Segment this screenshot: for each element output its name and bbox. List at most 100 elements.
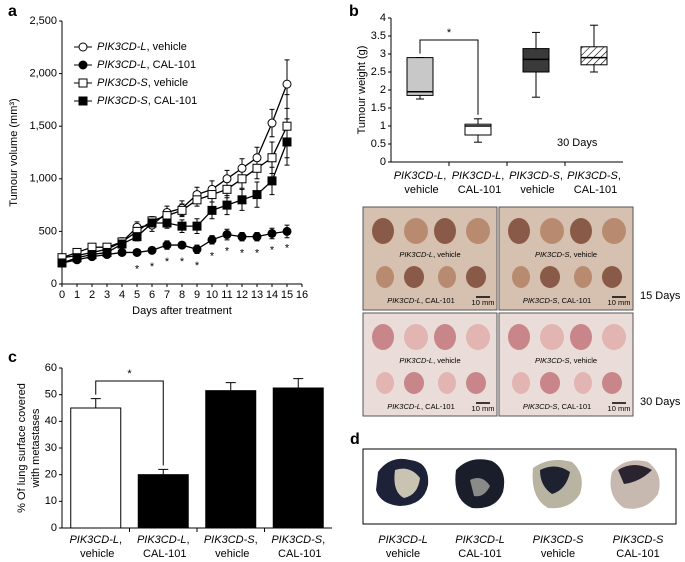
lung (470, 478, 490, 497)
marker (162, 211, 172, 221)
error-bar (90, 398, 101, 408)
marker (147, 218, 157, 228)
y-tick-label: 3 (380, 48, 386, 60)
significance: * (210, 251, 215, 263)
box (580, 46, 608, 66)
marker (132, 247, 142, 257)
x-tick-label: 13 (251, 289, 263, 301)
marker (207, 205, 217, 215)
marker (237, 163, 247, 173)
y-tick-label: 3.5 (371, 30, 386, 42)
series-line (61, 141, 288, 264)
y-axis-label: with metastases (30, 408, 42, 488)
panel-label: a (8, 3, 17, 20)
bar (205, 390, 257, 529)
tumour (466, 372, 486, 394)
box (406, 57, 434, 96)
marker (117, 247, 127, 257)
marker (222, 184, 232, 194)
x-tick-label: 1 (74, 289, 80, 301)
x-tick-label: PIK3CD-L, vehicle (394, 170, 447, 196)
significance: * (135, 263, 140, 275)
marker (282, 226, 292, 236)
marker (117, 239, 127, 249)
marker (147, 245, 157, 255)
tumour (372, 218, 394, 244)
lung-gene: PIK3CD-L (378, 534, 428, 546)
y-tick-label: 30 (45, 442, 57, 454)
marker (132, 232, 142, 242)
significance: * (127, 368, 132, 380)
y-tick-label: 10 (45, 495, 57, 507)
marker (267, 176, 277, 186)
note: 30 Days (557, 137, 598, 149)
panel-label: b (349, 3, 359, 20)
x-tick-label: 11 (221, 289, 232, 301)
marker (207, 190, 217, 200)
x-tick-label: 4 (119, 289, 125, 301)
marker (177, 240, 187, 250)
x-tick-label: 5 (134, 289, 140, 301)
tumour (570, 218, 592, 244)
marker (252, 232, 262, 242)
y-tick-label: 0 (51, 522, 57, 534)
legend-marker (78, 42, 88, 52)
legend-label: PIK3CD-S, CAL-101 (97, 95, 197, 107)
marker (72, 253, 82, 263)
x-tick-label: 7 (164, 289, 170, 301)
series-line (61, 230, 288, 264)
x-axis-label: Days after treatment (132, 305, 232, 317)
tumour (434, 218, 456, 244)
marker (267, 229, 277, 239)
error-bar (293, 378, 304, 388)
marker (87, 250, 97, 260)
tumour (508, 218, 530, 244)
tumour (602, 324, 626, 350)
marker (222, 174, 232, 184)
scale-label: 10 mm (472, 404, 495, 413)
marker (87, 242, 97, 252)
marker (252, 153, 262, 163)
marker (252, 190, 262, 200)
tumour (466, 324, 490, 350)
tumour (404, 218, 428, 244)
y-axis-label: Tumour volume (mm³) (8, 98, 20, 206)
lung-gene: PIK3CD-S (533, 534, 584, 546)
marker (162, 240, 172, 250)
bar (272, 387, 324, 529)
marker (192, 244, 202, 254)
marker (192, 195, 202, 205)
y-tick-label: 4 (380, 12, 386, 24)
tumour (512, 266, 530, 288)
significance: * (270, 244, 275, 256)
error-bar (158, 468, 169, 475)
tumour (540, 372, 560, 394)
y-tick-label: 40 (45, 415, 57, 427)
photo-label: PIK3CD-L, vehicle (399, 356, 460, 365)
significance: * (285, 242, 290, 254)
y-tick-label: 2,500 (29, 15, 57, 27)
significance: * (150, 261, 155, 273)
x-tick-label: 8 (179, 289, 185, 301)
marker (267, 118, 277, 128)
box (464, 123, 492, 136)
tumour (434, 324, 456, 350)
x-tick-label: PIK3CD-L, CAL-101 (452, 170, 505, 196)
y-tick-label: 2.5 (371, 66, 386, 78)
tumour (466, 266, 486, 288)
x-tick-label: PIK3CD-L, vehicle (69, 534, 122, 560)
x-tick-label: 2 (89, 289, 95, 301)
significance: * (447, 27, 452, 39)
marker (282, 137, 292, 147)
y-tick-label: 2 (380, 84, 386, 96)
marker (192, 221, 202, 231)
marker (222, 200, 232, 210)
tumour (602, 266, 622, 288)
y-tick-label: 1,500 (29, 120, 57, 132)
marker (207, 235, 217, 245)
x-tick-label: PIK3CD-S, CAL-101 (271, 534, 325, 560)
bar (70, 407, 122, 529)
x-tick-label: 10 (206, 289, 218, 301)
tumour (574, 266, 592, 288)
error-bar (225, 382, 236, 391)
